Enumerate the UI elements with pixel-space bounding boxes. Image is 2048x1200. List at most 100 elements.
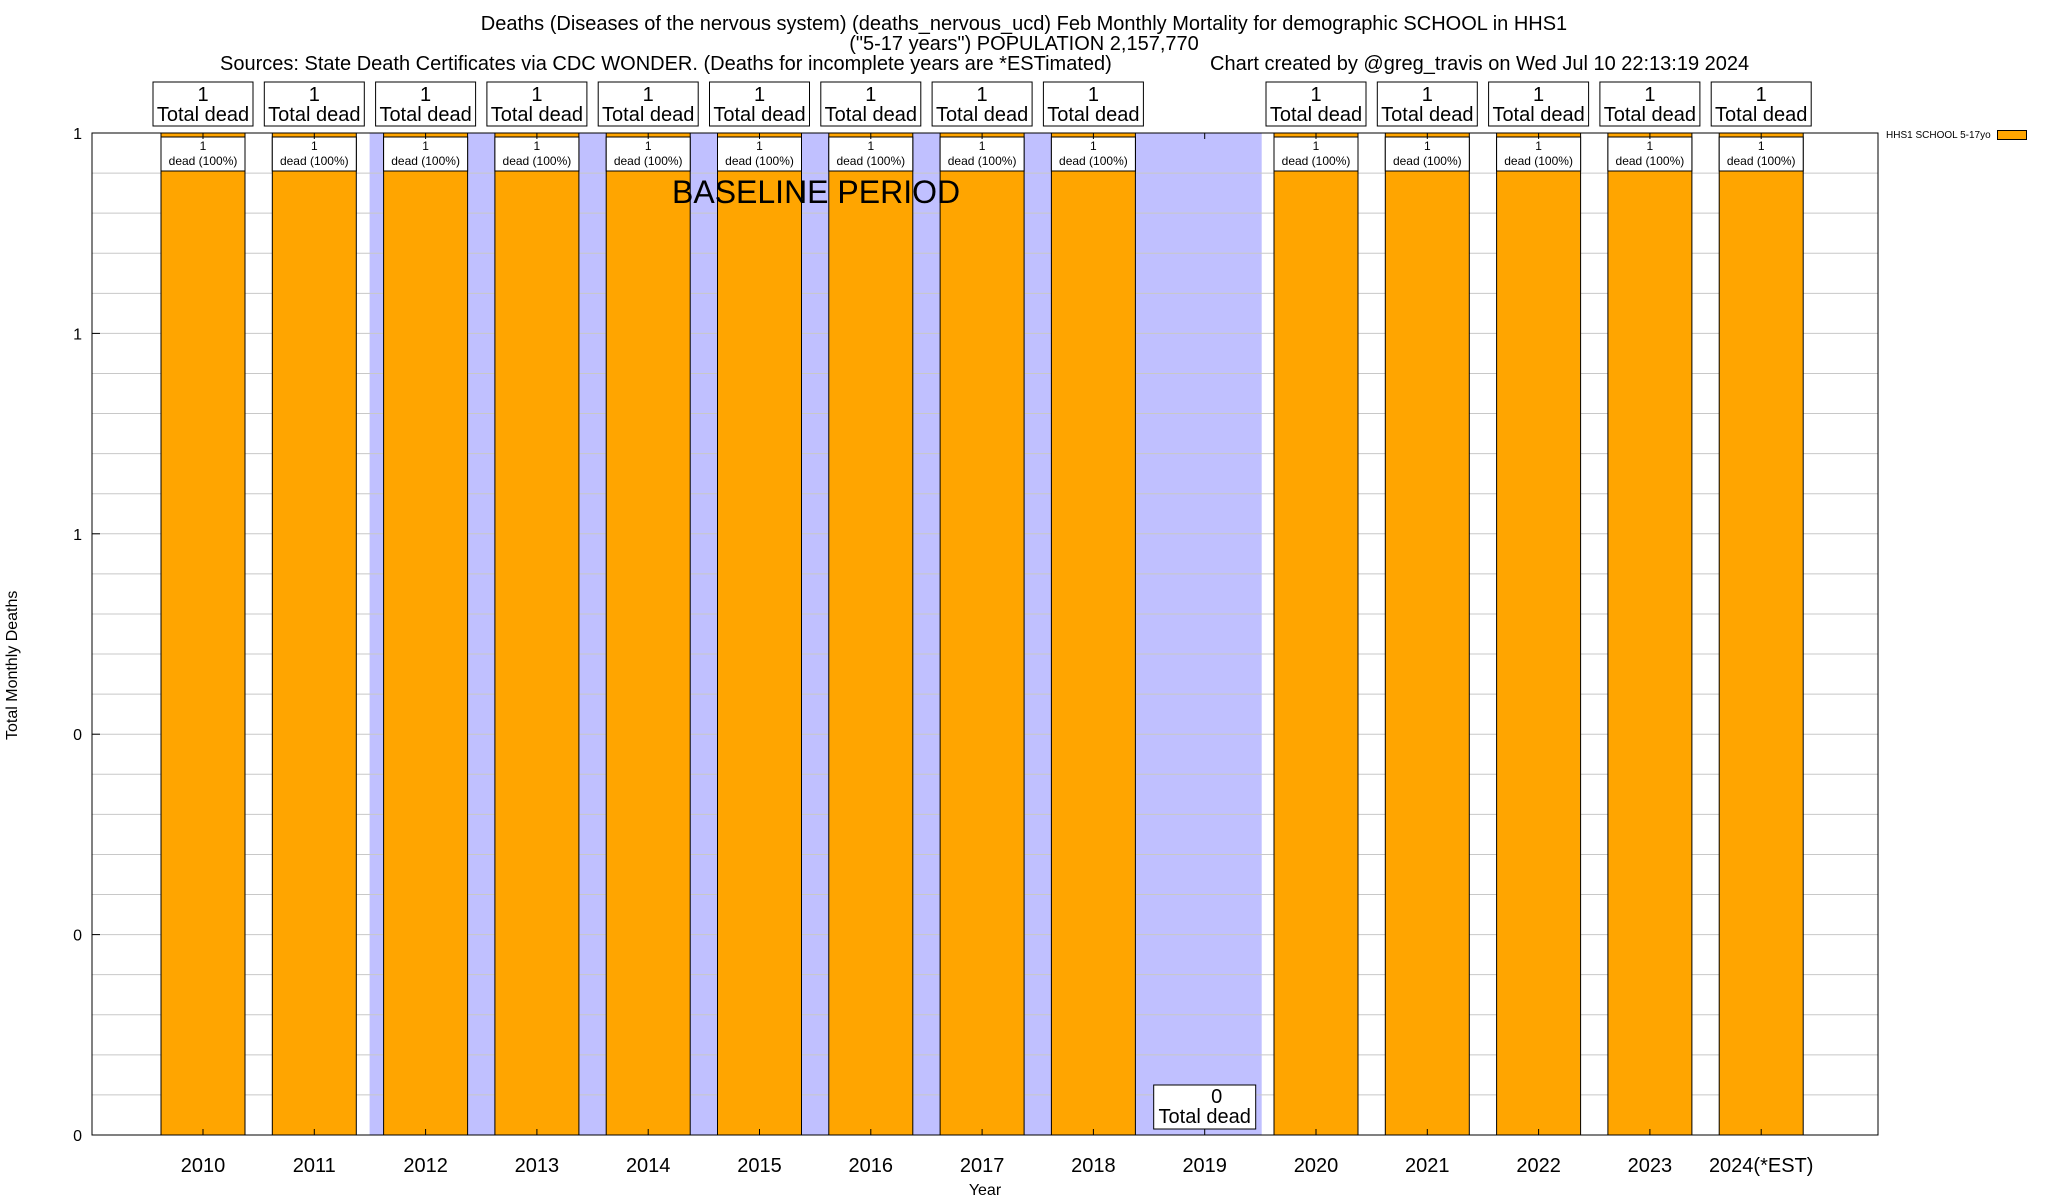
- bar-label-box: [1718, 136, 1804, 172]
- bar-label-caption: dead (100%): [1393, 154, 1462, 168]
- y-tick-label: 1: [73, 126, 82, 143]
- total-label-count: 1: [420, 84, 431, 106]
- bar-label-caption: dead (100%): [391, 154, 460, 168]
- plot-border: [91, 132, 1879, 1136]
- total-label-count: 1: [754, 84, 765, 106]
- total-label-box: [1599, 81, 1701, 127]
- total-label-box: [709, 81, 810, 127]
- bar-label-count: 1: [756, 139, 763, 153]
- x-axis-title: Year: [968, 1182, 1002, 1199]
- bar: [160, 132, 246, 1136]
- bar-label-caption: dead (100%): [169, 154, 238, 168]
- chart-title: Deaths (Diseases of the nervous system) …: [480, 13, 1568, 35]
- total-label-box: [820, 81, 922, 127]
- total-label-caption: Total dead: [1604, 104, 1696, 126]
- bar-label-count: 1: [534, 139, 541, 153]
- total-label-caption: Total dead: [1159, 1106, 1251, 1128]
- total-label-caption: Total dead: [936, 104, 1028, 126]
- x-tick-label: 2013: [515, 1155, 560, 1177]
- total-label-caption: Total dead: [379, 104, 471, 126]
- bar: [605, 132, 691, 1136]
- total-label-count: 1: [1756, 84, 1767, 106]
- total-label-box: [597, 81, 699, 127]
- bar-label-caption: dead (100%): [503, 154, 572, 168]
- bar: [494, 132, 580, 1136]
- x-tick-label: 2022: [1516, 1155, 1561, 1177]
- x-tick-label: 2014: [626, 1155, 671, 1177]
- total-label-count: 1: [1422, 84, 1433, 106]
- total-label-count: 1: [531, 84, 542, 106]
- bar-label-count: 1: [1424, 139, 1431, 153]
- total-label-box: [1376, 81, 1478, 127]
- x-tick-label: 2010: [181, 1155, 226, 1177]
- bar-label-box: [494, 136, 580, 172]
- bar-label-caption: dead (100%): [725, 154, 794, 168]
- total-label-caption: Total dead: [825, 104, 917, 126]
- total-label-box: [152, 81, 254, 127]
- bar: [828, 132, 914, 1136]
- y-tick-label: 0: [73, 727, 82, 744]
- bar-label-box: [717, 136, 802, 172]
- bar-label-caption: dead (100%): [1616, 154, 1685, 168]
- x-tick-label: 2015: [737, 1155, 782, 1177]
- total-label-box: [486, 81, 588, 127]
- bar-label-count: 1: [979, 139, 986, 153]
- bar: [1384, 132, 1470, 1136]
- total-label-caption: Total dead: [491, 104, 583, 126]
- total-label-count: 1: [977, 84, 988, 106]
- credit-note: Chart created by @greg_travis on Wed Jul…: [1210, 53, 1750, 75]
- bar: [717, 132, 802, 1136]
- bar: [939, 132, 1025, 1136]
- bar-label-caption: dead (100%): [614, 154, 683, 168]
- bar-label-caption: dead (100%): [280, 154, 349, 168]
- bar-label-caption: dead (100%): [1059, 154, 1128, 168]
- bar-label-caption: dead (100%): [948, 154, 1017, 168]
- x-tick-label: 2012: [403, 1155, 448, 1177]
- bar: [271, 132, 357, 1136]
- x-tick-label: 2017: [960, 1155, 1005, 1177]
- total-label-box: [1265, 81, 1367, 127]
- total-label-box: [1042, 81, 1144, 127]
- total-label-count: 1: [1088, 84, 1099, 106]
- bar-label-count: 1: [311, 139, 318, 153]
- x-tick-label: 2020: [1294, 1155, 1339, 1177]
- total-label-box: [931, 81, 1033, 127]
- y-tick-label: 1: [73, 326, 82, 343]
- x-tick-label: 2016: [849, 1155, 894, 1177]
- sources-note: Sources: State Death Certificates via CD…: [220, 53, 1112, 75]
- bar-label-count: 1: [645, 139, 652, 153]
- total-label-caption: Total dead: [1492, 104, 1584, 126]
- bar-label-count: 1: [422, 139, 429, 153]
- total-label-count: 1: [197, 84, 208, 106]
- bar-label-count: 1: [1090, 139, 1097, 153]
- total-label-caption: Total dead: [1270, 104, 1362, 126]
- bar-label-caption: dead (100%): [1727, 154, 1796, 168]
- total-label-count: 1: [1533, 84, 1544, 106]
- bar-label-box: [605, 136, 691, 172]
- bar-label-box: [383, 136, 469, 172]
- bar-label-count: 1: [1758, 139, 1765, 153]
- total-label-caption: Total dead: [602, 104, 694, 126]
- x-tick-label: 2023: [1628, 1155, 1673, 1177]
- total-label-box: [375, 81, 477, 127]
- bar-label-count: 1: [1313, 139, 1320, 153]
- bar-label-box: [939, 136, 1025, 172]
- bar: [1718, 132, 1804, 1136]
- total-label-caption: Total dead: [713, 104, 805, 126]
- y-tick-label: 0: [73, 928, 82, 945]
- y-axis-title: Total Monthly Deaths: [4, 590, 21, 740]
- bar-label-box: [160, 136, 246, 172]
- total-label-count: 1: [309, 84, 320, 106]
- y-tick-label: 0: [73, 1128, 82, 1145]
- total-label-count: 1: [1310, 84, 1321, 106]
- bar-label-caption: dead (100%): [836, 154, 905, 168]
- legend-label: HHS1 SCHOOL 5-17yo: [1886, 130, 1991, 141]
- x-tick-label: 2018: [1071, 1155, 1116, 1177]
- y-tick-label: 1: [73, 527, 82, 544]
- total-label-caption: Total dead: [157, 104, 249, 126]
- bar-label-count: 1: [1535, 139, 1542, 153]
- bar-label-box: [1384, 136, 1470, 172]
- total-label-count: 0: [1211, 1086, 1222, 1108]
- total-label-caption: Total dead: [1047, 104, 1139, 126]
